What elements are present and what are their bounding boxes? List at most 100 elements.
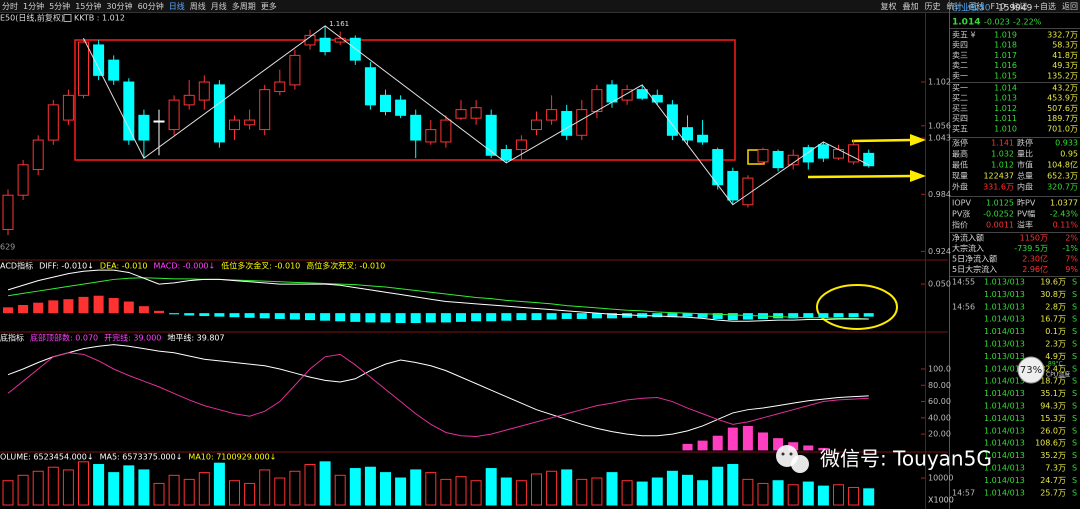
volume-bar xyxy=(274,477,286,506)
macd-bar xyxy=(259,313,270,319)
toolbar-button[interactable]: 叠加 xyxy=(903,1,919,11)
tick-price: 1.013/013 xyxy=(984,278,1025,287)
macd-bar xyxy=(561,313,572,319)
candle-body xyxy=(78,41,89,96)
volume-bar xyxy=(757,482,769,506)
tick-volume: 30.8万 xyxy=(1040,290,1066,299)
volume-bar xyxy=(334,474,346,506)
tick-side: S xyxy=(1072,278,1077,287)
volume-bar xyxy=(561,469,573,506)
candle-body xyxy=(229,119,240,131)
quote-code: 159949 xyxy=(998,4,1033,14)
volume-bar xyxy=(833,484,844,506)
toolbar-button[interactable]: 画线 xyxy=(969,1,985,11)
order-label: 买三 xyxy=(952,104,968,113)
candle-body xyxy=(395,99,407,116)
tick-volume: 94.3万 xyxy=(1040,402,1066,411)
order-label: 卖三 xyxy=(952,51,968,60)
tick-volume: 108.6万 xyxy=(1035,439,1066,448)
order-label: 卖五 ¥ xyxy=(952,31,976,40)
volume-bar xyxy=(470,480,482,506)
volume-bar xyxy=(515,480,527,506)
flow-value: 2.30亿 xyxy=(1022,254,1048,264)
flow-value: -739.5万 xyxy=(1014,244,1048,253)
candle-body xyxy=(17,164,29,196)
macd-bar xyxy=(320,313,331,321)
toolbar-tab[interactable]: 多周期 xyxy=(232,1,256,11)
macd-bar xyxy=(516,313,527,321)
toolbar-tab[interactable]: 分时 xyxy=(2,1,18,11)
indicator-label: 底部顶部数: 0.070 xyxy=(30,333,98,343)
order-price: 1.013 xyxy=(994,94,1017,103)
toolbar-tab[interactable]: 周线 xyxy=(190,1,206,11)
volume-bar xyxy=(591,477,603,506)
candle-body xyxy=(440,119,452,143)
macd-bar xyxy=(289,313,300,320)
toolbar-tab[interactable]: 5分钟 xyxy=(49,1,70,11)
stat-value: 1.0377 xyxy=(1050,199,1078,208)
macd-bar xyxy=(335,313,346,322)
macd-bar xyxy=(848,313,859,318)
y-tick-label: 20.00 xyxy=(928,430,951,439)
stat-value: 0.0011 xyxy=(986,221,1014,230)
dea-line xyxy=(7,277,869,320)
candle-body xyxy=(183,94,195,106)
toolbar-button[interactable]: +自选 xyxy=(1033,1,1056,11)
tick-price: 1.014/013 xyxy=(984,389,1025,398)
candle-body xyxy=(2,194,14,230)
macd-bar xyxy=(410,313,421,324)
tick-volume: 26.0万 xyxy=(1040,426,1066,435)
toolbar-button[interactable]: 复权 xyxy=(881,1,897,11)
candle-body xyxy=(848,144,860,163)
volume-bar xyxy=(289,470,301,506)
toolbar-tab[interactable]: 日线 xyxy=(169,1,185,11)
macd-bar xyxy=(214,313,225,317)
indicator-label: MA10: 7100929.000↓ xyxy=(188,453,276,462)
toolbar-button[interactable]: 标记 xyxy=(1011,1,1027,11)
toolbar-tab[interactable]: 15分钟 xyxy=(75,1,101,11)
toolbar-tab[interactable]: 更多 xyxy=(261,1,277,11)
tick-volume: 4.9万 xyxy=(1045,352,1066,361)
macd-bar xyxy=(546,313,557,320)
toolbar-tab[interactable]: 1分钟 xyxy=(23,1,44,11)
stat-value: 1.141 xyxy=(991,139,1014,148)
stat-value: -2.43% xyxy=(1050,210,1079,219)
candle-body xyxy=(682,127,693,141)
order-volume: 189.7万 xyxy=(1047,114,1078,123)
tick-side: S xyxy=(1072,327,1077,336)
toolbar-button[interactable]: 历史 xyxy=(925,1,941,11)
order-price: 1.010 xyxy=(994,124,1017,133)
toolbar-tab[interactable]: 60分钟 xyxy=(138,1,164,11)
order-volume: 332.7万 xyxy=(1047,31,1078,40)
volume-bar xyxy=(123,465,135,506)
toolbar-button[interactable]: 统计 xyxy=(947,1,963,11)
macd-bar xyxy=(229,313,240,318)
order-label: 卖四 xyxy=(952,41,968,50)
stat-value: 122437 xyxy=(983,172,1014,181)
candle-body xyxy=(666,104,678,136)
volume-bar xyxy=(2,480,14,506)
annotation-arrow xyxy=(807,134,926,182)
macd-bar xyxy=(123,301,134,314)
volume-bar xyxy=(183,478,195,506)
toolbar-button[interactable]: 返回 xyxy=(1062,2,1078,11)
tick-volume: 24.7万 xyxy=(1040,476,1066,485)
volume-bar xyxy=(546,470,558,506)
volume-bar xyxy=(213,462,225,506)
macd-bar xyxy=(531,313,542,321)
tick-volume: 0.1万 xyxy=(1045,327,1066,336)
toolbar-tab[interactable]: 月线 xyxy=(211,1,227,11)
macd-bar xyxy=(305,313,315,321)
candle-body xyxy=(531,119,542,131)
toolbar-tab[interactable]: 30分钟 xyxy=(106,1,132,11)
candle-body xyxy=(334,37,346,43)
candle-body xyxy=(153,120,165,123)
toolbar-button[interactable]: F10 xyxy=(991,2,1006,11)
tick-side: S xyxy=(1072,402,1077,411)
macd-bar xyxy=(78,296,89,314)
indicator-label: 地平线: 39.807 xyxy=(167,333,224,343)
flow-value: 1150万 xyxy=(1020,234,1048,243)
macd-bar xyxy=(607,313,617,319)
